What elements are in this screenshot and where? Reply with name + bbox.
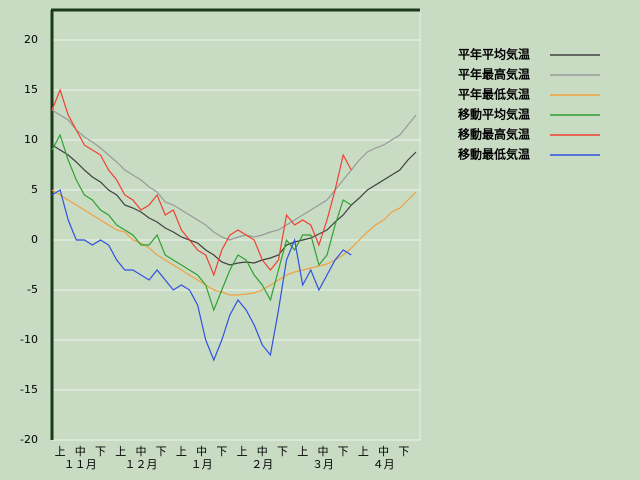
x-tick-label: 上 (297, 445, 308, 458)
legend-label: 移動平均気温 (458, 107, 530, 122)
y-tick-label: -10 (20, 333, 38, 346)
month-label: ２月 (251, 458, 273, 471)
x-tick-label: 中 (196, 445, 207, 458)
month-label: ３月 (312, 458, 334, 471)
legend-label: 平年平均気温 (458, 47, 530, 62)
month-label: １１月 (64, 458, 97, 471)
y-tick-label: -5 (27, 283, 38, 296)
x-tick-label: 中 (257, 445, 268, 458)
x-tick-label: 下 (156, 445, 167, 458)
series-line (51, 109, 417, 241)
y-tick-label: -20 (20, 433, 38, 446)
series-line (51, 133, 352, 312)
x-tick-label: 上 (358, 445, 369, 458)
x-tick-label: 上 (176, 445, 187, 458)
legend-label: 平年最低気温 (458, 87, 530, 102)
legend-label: 平年最高気温 (458, 67, 530, 82)
x-tick-label: 上 (55, 445, 66, 458)
x-tick-label: 上 (115, 445, 126, 458)
x-tick-label: 上 (237, 445, 248, 458)
x-tick-label: 下 (95, 445, 106, 458)
x-tick-label: 中 (378, 445, 389, 458)
legend-label: 移動最低気温 (458, 147, 530, 162)
month-label: １２月 (124, 458, 157, 471)
x-tick-label: 中 (75, 445, 86, 458)
y-tick-label: 15 (24, 83, 38, 96)
y-tick-label: -15 (20, 383, 38, 396)
series-line (51, 189, 417, 296)
y-tick-label: 20 (24, 33, 38, 46)
series-line (51, 144, 417, 266)
x-tick-label: 中 (317, 445, 328, 458)
x-tick-label: 下 (398, 445, 409, 458)
month-label: １月 (191, 458, 213, 471)
x-tick-label: 中 (135, 445, 146, 458)
month-label: ４月 (373, 458, 395, 471)
x-tick-label: 下 (338, 445, 349, 458)
x-tick-label: 下 (277, 445, 288, 458)
y-tick-label: 5 (31, 183, 38, 196)
series-line (51, 189, 352, 362)
y-tick-label: 10 (24, 133, 38, 146)
plot-area (51, 9, 421, 441)
y-tick-label: 0 (31, 233, 38, 246)
x-tick-label: 下 (216, 445, 227, 458)
legend-label: 移動最高気温 (458, 127, 530, 142)
series-line (51, 88, 352, 277)
